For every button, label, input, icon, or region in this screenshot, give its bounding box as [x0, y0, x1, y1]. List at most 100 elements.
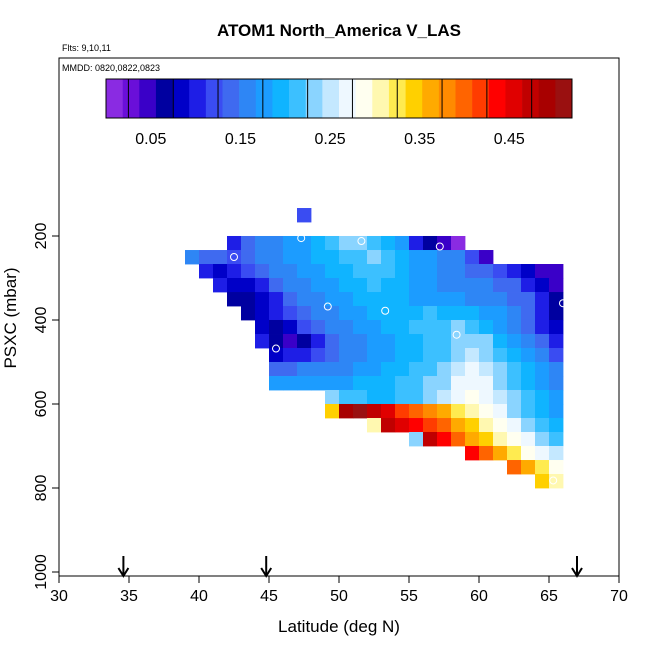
heatmap-cell — [339, 390, 354, 405]
heatmap-cell — [451, 292, 466, 307]
dates-annotation: MMDD: 0820,0822,0823 — [62, 63, 160, 73]
heatmap-cell — [423, 292, 438, 307]
heatmap-cell — [479, 277, 494, 293]
heatmap-cell — [339, 235, 354, 251]
heatmap-cell — [423, 348, 438, 363]
heatmap-cell — [395, 306, 410, 321]
heatmap-cell — [507, 306, 522, 321]
x-axis-ticks: 30 35 40 45 50 55 60 65 70 — [50, 576, 628, 605]
heatmap-cell — [437, 390, 452, 405]
flight-marker — [272, 344, 280, 353]
heatmap-cell — [521, 306, 536, 321]
colorbar-tick-label: 0.15 — [225, 131, 256, 148]
heatmap-cell — [367, 235, 382, 251]
heatmap-cell — [409, 306, 424, 321]
heatmap-cell — [437, 376, 452, 391]
heatmap-cell — [367, 306, 382, 321]
colorbar: 0.05 0.15 0.25 0.35 0.45 — [105, 78, 573, 148]
heatmap-cell — [367, 348, 382, 363]
heatmap-cell — [437, 250, 452, 265]
heatmap-cell — [395, 264, 410, 279]
heatmap-cell — [423, 235, 438, 251]
heatmap-cell — [297, 277, 312, 293]
heatmap-cell — [493, 418, 508, 433]
heatmap-cell — [409, 376, 424, 391]
heatmap-cell — [367, 277, 382, 293]
heatmap-cell — [325, 235, 340, 251]
heatmap-cell — [535, 403, 550, 419]
heatmap-cell — [493, 348, 508, 363]
heatmap-cell — [479, 264, 494, 279]
heatmap-cell — [353, 264, 368, 279]
down-arrow-icon — [117, 556, 130, 578]
heatmap-cell — [395, 292, 410, 307]
heatmap-cell — [255, 319, 270, 335]
heatmap-cell — [297, 361, 312, 377]
heatmap-cell — [381, 235, 396, 251]
heatmap-cell — [423, 418, 438, 433]
heatmap-cell — [437, 418, 452, 433]
heatmap-cell — [465, 432, 480, 447]
heatmap-cell — [325, 390, 340, 405]
colorbar-segment — [472, 79, 490, 118]
heatmap-cell — [423, 306, 438, 321]
heatmap-cell — [507, 460, 522, 475]
heatmap-cell — [479, 334, 494, 349]
heatmap-cell — [353, 319, 368, 335]
heatmap-cell — [451, 376, 466, 391]
heatmap-cell — [283, 334, 298, 349]
heatmap-cell — [353, 250, 368, 265]
x-tick-label: 70 — [610, 588, 628, 605]
colorbar-segment — [505, 79, 523, 118]
colorbar-segment — [255, 79, 273, 118]
heatmap-cell — [339, 403, 354, 419]
heatmap-cell — [353, 235, 368, 251]
heatmap-cell — [479, 376, 494, 391]
heatmap-cell — [437, 235, 452, 251]
flight-marker — [549, 476, 558, 485]
colorbar-frame — [105, 78, 573, 119]
heatmap-cell — [269, 292, 284, 307]
heatmap-cell — [325, 250, 340, 265]
heatmap-cell — [465, 334, 480, 349]
heatmap-cell — [507, 348, 522, 363]
colorbar-segment — [122, 79, 140, 118]
y-tick-label: 200 — [33, 223, 50, 250]
heatmap-cell — [549, 376, 564, 391]
colorbar-tick-label: 0.25 — [314, 131, 345, 148]
colorbar-segment — [322, 79, 340, 118]
heatmap-cell — [325, 348, 340, 363]
heatmap-cell — [437, 361, 452, 377]
heatmap-cell — [241, 277, 256, 293]
y-tick-label: 1000 — [33, 554, 50, 590]
colorbar-segment — [372, 79, 390, 118]
heatmap-cell — [465, 376, 480, 391]
heatmap-cell — [409, 390, 424, 405]
heatmap-cell — [507, 264, 522, 279]
heatmap-cell — [269, 348, 284, 363]
heatmap-cell — [255, 250, 270, 265]
x-axis-label: Latitude (deg N) — [278, 617, 400, 636]
heatmap-cell — [213, 250, 228, 265]
heatmap-cell — [367, 319, 382, 335]
heatmap-cell — [297, 208, 312, 223]
heatmap-cell — [451, 418, 466, 433]
colorbar-segment — [422, 79, 440, 118]
heatmap-cell — [521, 390, 536, 405]
flight-marker — [543, 546, 552, 555]
heatmap-cell — [325, 376, 340, 391]
heatmap-cell — [493, 277, 508, 293]
heatmap-cell — [269, 361, 284, 377]
heatmap-cell — [227, 264, 242, 279]
heatmap-cell — [493, 361, 508, 377]
heatmap-cell — [269, 235, 284, 251]
heatmap-cell — [367, 390, 382, 405]
heatmap-cell — [269, 334, 284, 349]
heatmap-cell — [535, 292, 550, 307]
y-tick-label: 400 — [33, 307, 50, 334]
down-arrow-icon — [260, 556, 273, 578]
heatmap-cell — [423, 376, 438, 391]
heatmap-cell — [269, 264, 284, 279]
x-tick-label: 55 — [400, 588, 418, 605]
heatmap-cell — [381, 250, 396, 265]
